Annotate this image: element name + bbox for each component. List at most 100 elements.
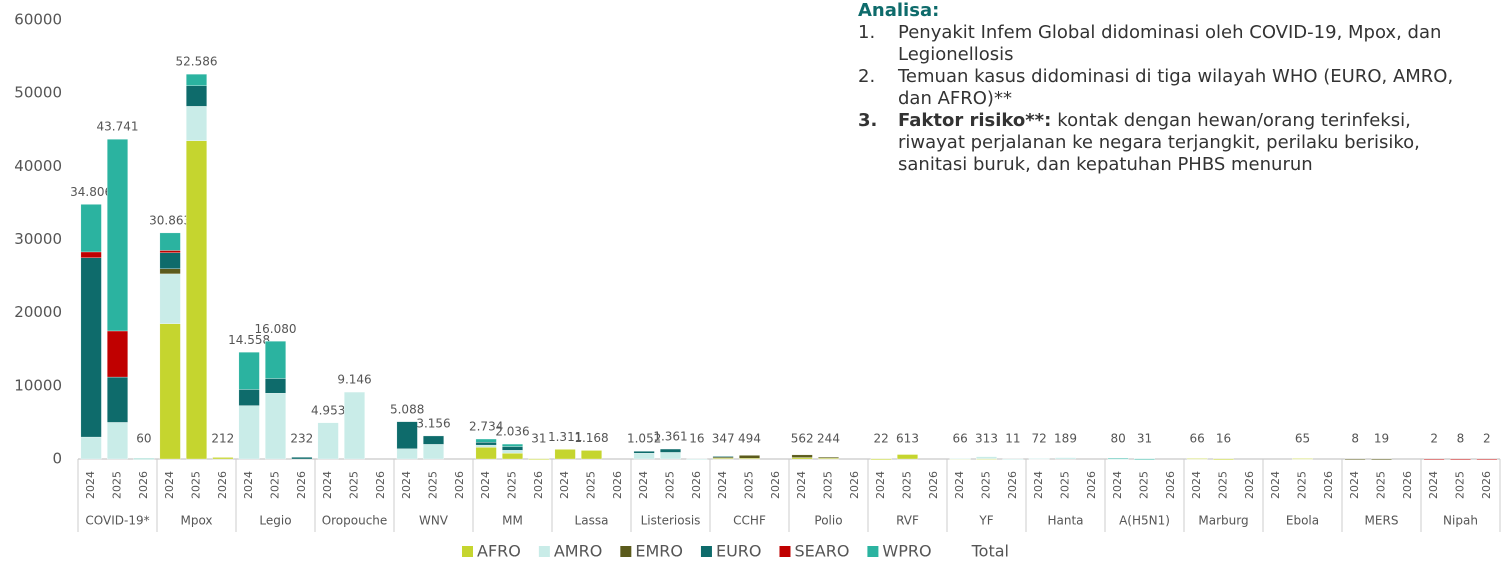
item-text: kontak dengan hewan/orang terinfeksi, ri… bbox=[898, 110, 1420, 175]
bar-segment bbox=[159, 250, 181, 253]
x-tick-label: 2024 bbox=[637, 471, 650, 499]
bar-segment bbox=[686, 458, 708, 460]
annotation-item: 2. Temuan kasus didominasi di tiga wilaya… bbox=[858, 66, 1458, 110]
item-number: 2. bbox=[858, 66, 876, 87]
group-label: Lassa bbox=[575, 514, 609, 528]
x-tick-label: 2024 bbox=[953, 471, 966, 499]
total-label: 2 bbox=[1483, 432, 1491, 446]
bar-segment bbox=[1344, 458, 1366, 460]
bar-segment bbox=[212, 457, 234, 460]
group-label: Hanta bbox=[1047, 514, 1083, 528]
bar-segment bbox=[186, 140, 207, 460]
x-tick-label: 2025 bbox=[1454, 471, 1467, 499]
total-label: 9.146 bbox=[337, 373, 371, 387]
legend-label: SEARO bbox=[794, 542, 849, 561]
x-tick-label: 2024 bbox=[716, 471, 729, 499]
bar-segment bbox=[1186, 458, 1208, 460]
x-tick-label: 2025 bbox=[1138, 471, 1151, 499]
total-label: 8 bbox=[1351, 432, 1359, 446]
bar-segment bbox=[976, 456, 997, 459]
total-label: 14.558 bbox=[228, 333, 270, 347]
total-label: 2 bbox=[1430, 432, 1438, 446]
total-label: 1.361 bbox=[653, 430, 687, 444]
x-tick-label: 2025 bbox=[1217, 471, 1230, 499]
legend-swatch bbox=[462, 546, 473, 557]
x-tick-label: 2026 bbox=[611, 471, 624, 499]
bar-segment bbox=[80, 436, 102, 460]
x-tick-label: 2024 bbox=[1269, 471, 1282, 499]
bar-segment bbox=[475, 444, 497, 448]
group-label: MERS bbox=[1365, 514, 1399, 528]
bar-segment bbox=[1002, 458, 1024, 460]
total-label: 613 bbox=[896, 432, 919, 446]
bar-segment bbox=[80, 204, 102, 253]
bar-segment bbox=[186, 73, 207, 87]
bar-segment bbox=[475, 447, 497, 460]
total-label: 22 bbox=[874, 432, 889, 446]
total-label: 494 bbox=[738, 432, 761, 446]
bar-segment bbox=[396, 421, 418, 449]
bar-segment bbox=[238, 389, 260, 406]
x-tick-label: 2026 bbox=[1006, 471, 1019, 499]
x-tick-label: 2025 bbox=[111, 471, 124, 499]
total-label: 2.036 bbox=[495, 425, 529, 439]
annotation: Analisa: 1. Penyakit Infem Global didomin… bbox=[858, 0, 1458, 176]
legend-label: Total bbox=[971, 542, 1009, 561]
x-tick-label: 2025 bbox=[585, 471, 598, 499]
legend-label: WPRO bbox=[882, 542, 931, 561]
x-tick-label: 2024 bbox=[558, 471, 571, 499]
item-body: Temuan kasus didominasi di tiga wilayah … bbox=[898, 66, 1458, 110]
y-tick-label: 30000 bbox=[14, 230, 62, 248]
x-tick-label: 2024 bbox=[1427, 471, 1440, 499]
x-tick-label: 2026 bbox=[1243, 471, 1256, 499]
x-tick-label: 2026 bbox=[216, 471, 229, 499]
bar-segment bbox=[1055, 457, 1076, 460]
bar-segment bbox=[265, 341, 286, 379]
x-tick-label: 2026 bbox=[848, 471, 861, 499]
bar-segment bbox=[528, 458, 550, 460]
x-tick-label: 2024 bbox=[84, 471, 97, 499]
bar-segment bbox=[475, 442, 497, 446]
item-body: Faktor risiko**: kontak dengan hewan/oran… bbox=[898, 110, 1458, 176]
item-text: Temuan kasus didominasi di tiga wilayah … bbox=[898, 66, 1454, 109]
bar-segment bbox=[581, 450, 602, 460]
bar-segment bbox=[502, 446, 523, 451]
x-tick-label: 2024 bbox=[479, 471, 492, 499]
bar-segment bbox=[660, 448, 681, 453]
total-label: 562 bbox=[791, 432, 814, 446]
total-label: 4.953 bbox=[311, 403, 345, 417]
total-label: 244 bbox=[817, 432, 840, 446]
x-tick-label: 2025 bbox=[1296, 471, 1309, 499]
total-label: 189 bbox=[1054, 432, 1077, 446]
total-label: 52.586 bbox=[176, 55, 218, 69]
x-tick-label: 2026 bbox=[1085, 471, 1098, 499]
total-label: 19 bbox=[1374, 432, 1389, 446]
legend-label: AFRO bbox=[477, 542, 521, 561]
x-tick-label: 2025 bbox=[743, 471, 756, 499]
legend-swatch bbox=[700, 546, 712, 557]
x-tick-label: 2024 bbox=[163, 471, 176, 499]
group-label: Mpox bbox=[180, 514, 212, 528]
total-label: 1.168 bbox=[574, 431, 608, 445]
x-tick-label: 2025 bbox=[1059, 471, 1072, 499]
group-label: Ebola bbox=[1286, 514, 1319, 528]
group-label: Legio bbox=[259, 514, 291, 528]
legend-swatch bbox=[779, 546, 791, 557]
total-label: 313 bbox=[975, 432, 998, 446]
bar-segment bbox=[1292, 458, 1313, 460]
x-tick-label: 2024 bbox=[321, 471, 334, 499]
bar-segment bbox=[107, 330, 128, 378]
annotation-item: 1. Penyakit Infem Global didominasi oleh … bbox=[858, 22, 1458, 66]
bar-segment bbox=[265, 378, 286, 394]
x-tick-label: 2026 bbox=[690, 471, 703, 499]
bar-segment bbox=[159, 252, 181, 269]
x-tick-label: 2025 bbox=[822, 471, 835, 499]
x-tick-label: 2024 bbox=[400, 471, 413, 499]
group-label: YF bbox=[978, 514, 993, 528]
total-label: 34.806 bbox=[70, 185, 112, 199]
bar-segment bbox=[475, 438, 497, 443]
group-label: MM bbox=[502, 514, 523, 528]
bar-segment bbox=[159, 273, 181, 324]
y-tick-label: 50000 bbox=[14, 84, 62, 102]
